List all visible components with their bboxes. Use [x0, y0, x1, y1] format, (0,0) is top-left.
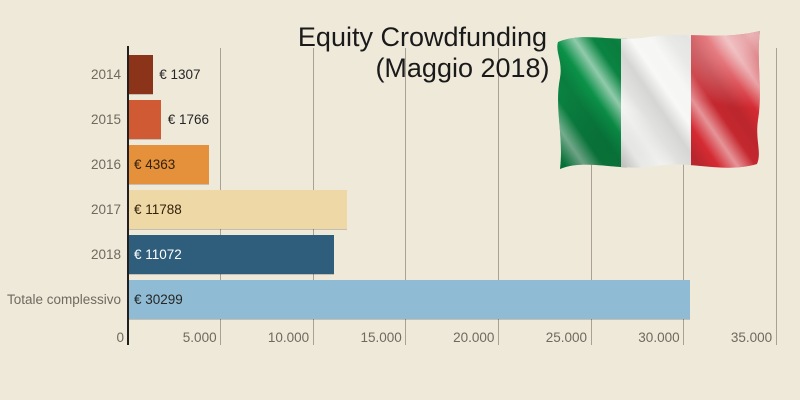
italy-flag-image: [557, 31, 761, 169]
grid-line: [405, 48, 407, 345]
x-tick-label: 10.000: [267, 330, 310, 345]
x-tick-label: 15.000: [360, 330, 402, 345]
bar: [128, 280, 690, 319]
bar: [128, 145, 210, 184]
category-label: 2016: [90, 156, 121, 172]
grid-line: [683, 48, 685, 345]
x-tick-label: 25.000: [545, 330, 587, 345]
category-label: Totale complessivo: [6, 291, 121, 307]
bar-value-label: € 1307: [159, 66, 201, 82]
bar-value-label: € 1766: [167, 111, 209, 127]
bar-value-label: € 30299: [134, 291, 183, 307]
grid-line: [775, 48, 777, 345]
bar: [128, 235, 334, 274]
x-tick-label: 5.000: [182, 330, 217, 345]
category-label: 2017: [90, 201, 121, 217]
x-tick-label: 20.000: [453, 330, 495, 345]
chart-title: Equity Crowdfunding (Maggio 2018): [280, 22, 565, 84]
bar-value-label: € 11788: [134, 201, 182, 217]
bar: [128, 55, 153, 94]
bar-value-label: € 4363: [134, 156, 176, 172]
grid-line: [497, 48, 499, 345]
category-label: 2018: [90, 246, 121, 262]
bar: [128, 190, 347, 229]
grid-line: [590, 48, 592, 345]
x-tick-label: 35.000: [730, 330, 773, 345]
bar: [128, 100, 162, 139]
category-label: 2014: [90, 66, 121, 82]
category-label: 2015: [90, 111, 121, 127]
chart-title-line2: (Maggio 2018): [375, 53, 550, 83]
chart-title-line1: Equity Crowdfunding: [297, 22, 548, 52]
x-tick-label: 0: [116, 330, 124, 345]
y-axis-line: [126, 46, 129, 345]
x-tick-label: 30.000: [638, 330, 680, 345]
bar-value-label: € 11072: [134, 246, 182, 262]
